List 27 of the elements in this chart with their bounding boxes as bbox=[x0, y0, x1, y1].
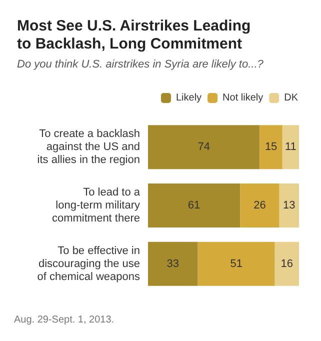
y-tick-label: To lead to a long-term military commitment there bbox=[52, 186, 141, 224]
data-label: 51 bbox=[230, 258, 242, 270]
bar bbox=[282, 125, 299, 170]
bar bbox=[274, 242, 299, 286]
chart-subtitle: Do you think U.S. airstrikes in Syria are likely to...? bbox=[17, 58, 264, 70]
text: Aug. 29-Sept. 1, 2013. bbox=[14, 314, 114, 326]
data-label: 16 bbox=[280, 258, 294, 270]
legend-label: Likely bbox=[176, 92, 202, 104]
bar bbox=[148, 184, 240, 228]
data-label: 33 bbox=[166, 258, 180, 270]
y-tick-label: To be effective in discouraging the use of chemical weapons bbox=[37, 244, 140, 283]
data-label: 11 bbox=[284, 141, 296, 154]
data-label: 74 bbox=[198, 141, 210, 154]
data-label: 61 bbox=[188, 200, 200, 212]
bar bbox=[198, 242, 275, 286]
legend-label: Not likely bbox=[222, 92, 264, 104]
chart-title: Most See U.S. Airstrikes Leading to Backlash, Long Commitment bbox=[17, 18, 251, 52]
bar bbox=[148, 125, 260, 170]
data-label: 13 bbox=[283, 200, 296, 212]
data-label: 15 bbox=[264, 141, 278, 154]
bar bbox=[260, 125, 282, 170]
bar bbox=[279, 184, 299, 228]
bar bbox=[240, 184, 280, 228]
bar bbox=[148, 242, 198, 286]
legend-label: DK bbox=[284, 92, 298, 104]
y-tick-label: To create a backlash against the US and its allies in the region bbox=[37, 128, 140, 166]
data-label: 26 bbox=[254, 200, 266, 212]
